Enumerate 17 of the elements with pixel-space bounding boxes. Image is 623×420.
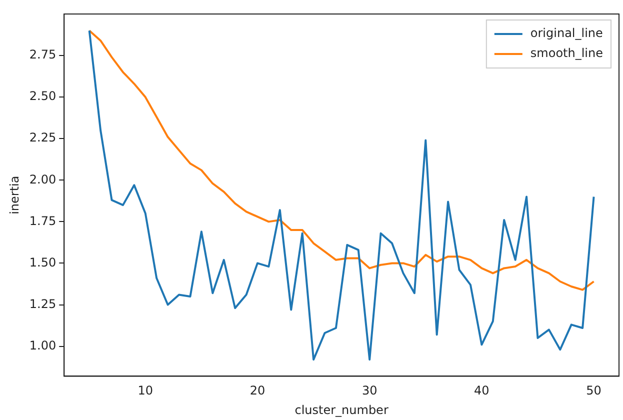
legend-label: smooth_line — [530, 46, 603, 60]
y-axis-title: inertia — [7, 176, 22, 214]
x-axis-title: cluster_number — [294, 402, 388, 417]
x-tick-label: 30 — [362, 384, 378, 398]
y-tick-label: 1.75 — [29, 214, 56, 228]
y-tick-label: 2.50 — [29, 89, 56, 104]
y-tick-label: 2.25 — [29, 130, 56, 145]
y-tick-label: 2.00 — [29, 172, 56, 186]
y-tick-label: 1.00 — [29, 338, 56, 352]
legend-label: original_line — [530, 26, 603, 40]
x-tick-label: 50 — [586, 384, 602, 398]
y-tick-label: 1.50 — [29, 255, 56, 270]
x-tick-label: 10 — [138, 384, 154, 398]
y-tick-label: 2.75 — [29, 48, 56, 62]
x-tick-label: 40 — [474, 384, 490, 398]
x-tick-label: 20 — [250, 384, 266, 398]
y-tick-label: 1.25 — [29, 296, 56, 311]
